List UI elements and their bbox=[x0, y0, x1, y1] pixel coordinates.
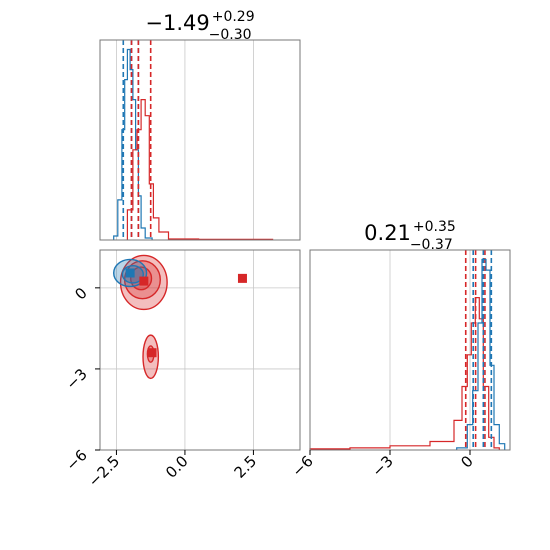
panel-title: 0.21 +0.35 −0.37 bbox=[364, 219, 456, 253]
panel-bottom-right: −6 −3 0 0.21 +0.35 −0.37 bbox=[288, 219, 511, 480]
panel-frame bbox=[309, 249, 511, 451]
best-fit-marker bbox=[147, 348, 157, 358]
x-tick-label: 0.0 bbox=[162, 452, 192, 482]
histogram-step bbox=[456, 258, 506, 450]
y-tick-label: −6 bbox=[62, 446, 90, 474]
y-tick-label: 0 bbox=[71, 284, 90, 303]
x-tick-label: −2.5 bbox=[85, 452, 123, 490]
panel-title: −1.49 +0.29 −0.30 bbox=[145, 9, 254, 43]
histogram-step bbox=[113, 48, 153, 240]
title-sup: +0.35 bbox=[413, 219, 456, 235]
title-value: 0.21 bbox=[364, 221, 411, 245]
title-sup: +0.29 bbox=[212, 9, 255, 25]
histogram-step bbox=[309, 297, 500, 450]
best-fit-marker bbox=[237, 273, 247, 283]
panel-frame bbox=[99, 39, 301, 241]
title-sub: −0.37 bbox=[410, 237, 453, 253]
histogram-step bbox=[126, 99, 274, 240]
panel-frame bbox=[99, 249, 301, 451]
title-sub: −0.30 bbox=[209, 27, 252, 43]
y-tick-label: −3 bbox=[62, 365, 90, 393]
title-value: −1.49 bbox=[145, 11, 209, 35]
best-fit-marker bbox=[139, 276, 149, 286]
x-tick-label: 0 bbox=[457, 452, 476, 471]
best-fit-marker bbox=[125, 268, 135, 278]
x-tick-label: −3 bbox=[368, 452, 396, 480]
x-tick-label: 2.5 bbox=[231, 452, 261, 482]
panel-bottom-left: −2.5 0.0 2.5 0 −3 −6 bbox=[62, 249, 301, 491]
panel-top-left: −1.49 +0.29 −0.30 bbox=[99, 9, 301, 241]
x-tick-label: −6 bbox=[288, 452, 316, 480]
